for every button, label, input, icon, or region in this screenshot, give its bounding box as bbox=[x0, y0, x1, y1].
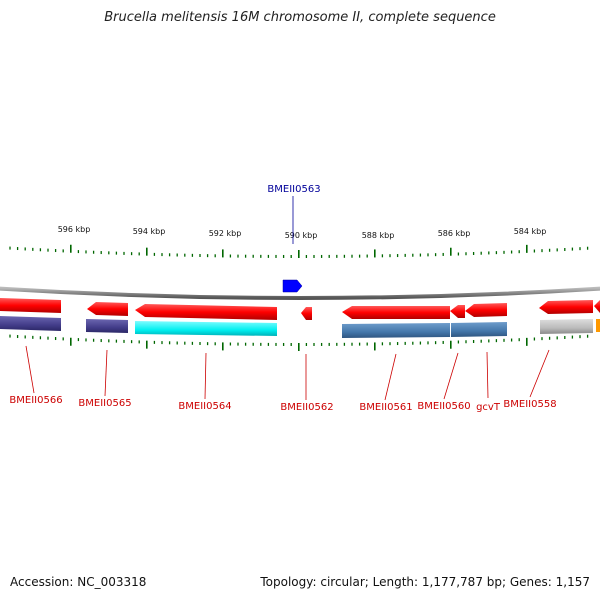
gene-arrow-bmeii0563[interactable] bbox=[282, 279, 303, 293]
gene-arrows-reverse bbox=[0, 298, 600, 320]
gene-label-bmeii0560[interactable]: BMEII0560 bbox=[417, 401, 470, 412]
gene-label-bmeii0566[interactable]: BMEII0566 bbox=[9, 395, 62, 406]
scale-labels: 596 kbp 594 kbp 592 kbp 590 kbp 588 kbp … bbox=[58, 225, 547, 240]
scale-label: 588 kbp bbox=[362, 231, 395, 240]
leader-line-bmeii0566 bbox=[25, 345, 35, 394]
gene-arrow-bmeii0561[interactable] bbox=[342, 306, 450, 319]
gene-arrow-bmeii0562[interactable] bbox=[301, 307, 312, 320]
gene-label-gcvt[interactable]: gcvT bbox=[476, 402, 501, 413]
scale-label: 592 kbp bbox=[209, 229, 242, 238]
gene-label-bmeii0558[interactable]: BMEII0558 bbox=[503, 399, 556, 410]
cog-bar-bmeii0561 bbox=[342, 323, 450, 338]
leader-line-bmeii0565 bbox=[104, 349, 108, 397]
leader-line-bmeii0560 bbox=[443, 352, 459, 400]
accession-text: Accession: NC_003318 bbox=[10, 575, 147, 589]
gene-label-bmeii0564[interactable]: BMEII0564 bbox=[178, 401, 231, 412]
map-title: Brucella melitensis 16M chromosome II, c… bbox=[104, 10, 496, 25]
gene-arrow-bmeii0565[interactable] bbox=[87, 302, 128, 316]
cog-bar-offscreen bbox=[596, 319, 600, 332]
gene-arrow-bmeii0566[interactable] bbox=[0, 298, 61, 313]
scale-ticks-inner bbox=[9, 334, 589, 351]
cog-bar-bmeii0558 bbox=[540, 319, 593, 334]
gene-label-bmeii0561[interactable]: BMEII0561 bbox=[359, 402, 412, 413]
gene-arrow-gcvt[interactable] bbox=[465, 303, 507, 317]
cog-bar-bmeii0564 bbox=[135, 321, 277, 336]
scale-label: 594 kbp bbox=[133, 227, 166, 236]
gene-arrow-bmeii0564[interactable] bbox=[135, 304, 277, 320]
scale-label: 584 kbp bbox=[514, 227, 547, 236]
leader-line-bmeii0564 bbox=[204, 352, 207, 400]
gene-label-bmeii0562[interactable]: BMEII0562 bbox=[280, 402, 333, 413]
cog-bar-bmeii0565 bbox=[86, 319, 128, 333]
chromosome-backbone bbox=[0, 286, 600, 300]
gene-label-bmeii0563[interactable]: BMEII0563 bbox=[267, 184, 320, 195]
scale-label: 586 kbp bbox=[438, 229, 471, 238]
leader-line-gcvt bbox=[486, 351, 489, 399]
scale-label: 596 kbp bbox=[58, 225, 91, 234]
gene-arrow-bmeii0558[interactable] bbox=[539, 300, 593, 314]
gene-label-bmeii0565[interactable]: BMEII0565 bbox=[78, 398, 131, 409]
label-leaders bbox=[25, 196, 550, 401]
cog-category-bars bbox=[0, 316, 600, 338]
gene-arrow-bmeii0560[interactable] bbox=[450, 305, 465, 318]
gene-labels: BMEII0563 BMEII0566 BMEII0565 BMEII0564 … bbox=[9, 184, 556, 413]
topology-text: Topology: circular; Length: 1,177,787 bp… bbox=[260, 575, 590, 589]
leader-line-bmeii0561 bbox=[384, 353, 397, 401]
scale-label: 590 kbp bbox=[285, 231, 318, 240]
leader-line-bmeii0558 bbox=[529, 349, 550, 398]
cog-bar-bmeii0566 bbox=[0, 316, 61, 331]
scale-ticks-outer bbox=[9, 244, 589, 258]
gene-arrow-offscreen[interactable] bbox=[594, 300, 600, 313]
cog-bar-bmeii0560 bbox=[451, 322, 507, 337]
